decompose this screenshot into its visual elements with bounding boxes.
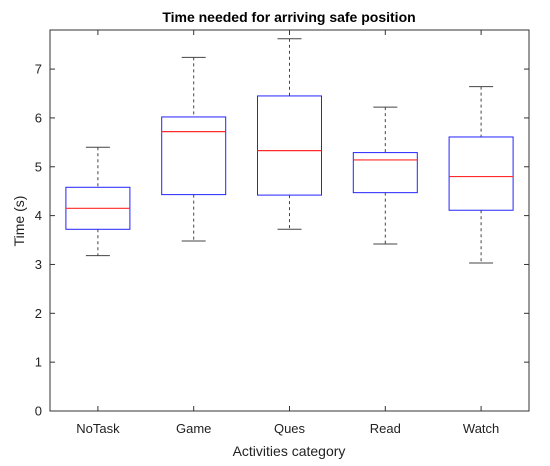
iqr-box <box>257 95 322 196</box>
box-watch <box>448 86 514 264</box>
x-tick-label: Game <box>176 421 211 436</box>
x-tick-label: NoTask <box>76 421 120 436</box>
y-tick-label: 7 <box>35 62 42 77</box>
y-axis-label: Time (s) <box>11 196 27 247</box>
y-tick-label: 2 <box>35 306 42 321</box>
chart-title: Time needed for arriving safe position <box>162 9 415 25</box>
y-tick-label: 4 <box>35 208 42 223</box>
x-tick-label: Watch <box>463 421 499 436</box>
iqr-box <box>352 152 418 194</box>
y-tick-label: 3 <box>35 257 42 272</box>
iqr-box <box>161 116 227 196</box>
x-axis: NoTask Game Ques Read Watch <box>76 30 499 436</box>
box-game <box>161 56 227 242</box>
x-tick-label: Ques <box>274 421 306 436</box>
iqr-box <box>448 136 514 211</box>
box-ques <box>257 38 322 230</box>
y-tick-label: 6 <box>35 110 42 125</box>
x-tick-label: Read <box>370 421 401 436</box>
y-tick-label: 1 <box>35 355 42 370</box>
box-notask <box>65 146 131 257</box>
y-tick-label: 0 <box>35 404 42 419</box>
y-axis: 0 1 2 3 4 5 6 7 <box>35 62 529 419</box>
boxplot-series <box>65 38 514 264</box>
box-read <box>352 106 418 245</box>
x-axis-label: Activities category <box>233 443 346 459</box>
y-tick-label: 5 <box>35 159 42 174</box>
